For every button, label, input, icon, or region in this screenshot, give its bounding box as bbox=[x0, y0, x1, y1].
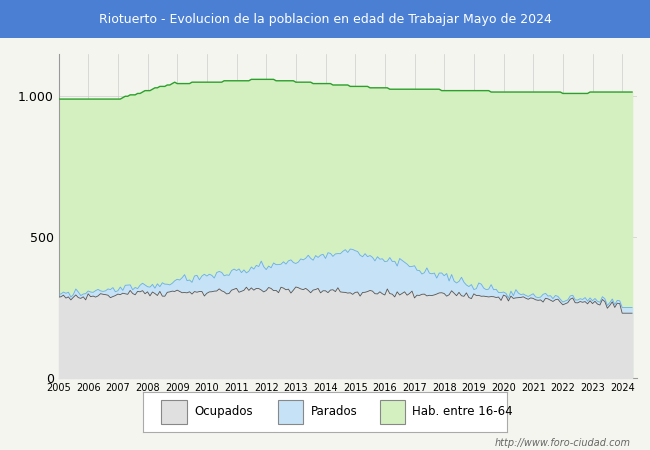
Text: Parados: Parados bbox=[311, 405, 358, 418]
FancyBboxPatch shape bbox=[161, 400, 187, 424]
Text: Ocupados: Ocupados bbox=[194, 405, 253, 418]
Text: Hab. entre 16-64: Hab. entre 16-64 bbox=[412, 405, 513, 418]
FancyBboxPatch shape bbox=[278, 400, 303, 424]
FancyBboxPatch shape bbox=[380, 400, 405, 424]
Text: Riotuerto - Evolucion de la poblacion en edad de Trabajar Mayo de 2024: Riotuerto - Evolucion de la poblacion en… bbox=[99, 13, 551, 26]
Text: http://www.foro-ciudad.com: http://www.foro-ciudad.com bbox=[495, 438, 630, 448]
